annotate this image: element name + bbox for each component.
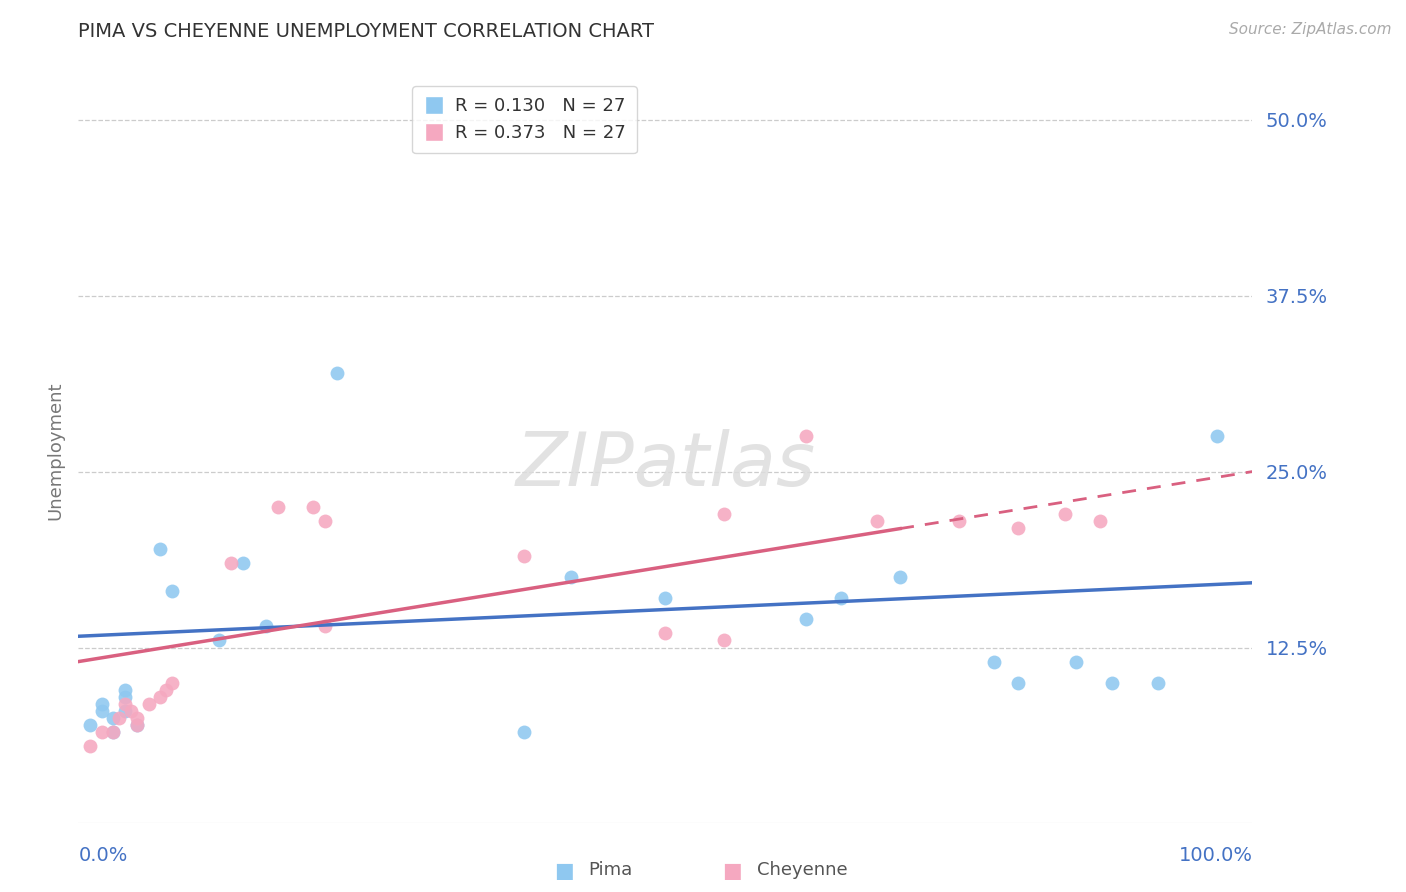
Text: Cheyenne: Cheyenne bbox=[756, 861, 848, 879]
Point bbox=[103, 711, 125, 725]
Text: 0.0%: 0.0% bbox=[79, 846, 128, 864]
Point bbox=[155, 682, 177, 697]
Text: PIMA VS CHEYENNE UNEMPLOYMENT CORRELATION CHART: PIMA VS CHEYENNE UNEMPLOYMENT CORRELATIO… bbox=[79, 22, 654, 41]
Point bbox=[1053, 507, 1076, 521]
Point bbox=[1064, 655, 1087, 669]
Point bbox=[983, 655, 1005, 669]
Point bbox=[208, 633, 231, 648]
Point bbox=[713, 633, 735, 648]
Point bbox=[794, 429, 817, 443]
Point bbox=[114, 697, 136, 711]
Point bbox=[314, 619, 336, 633]
Point bbox=[103, 725, 125, 739]
Text: ■: ■ bbox=[723, 861, 749, 881]
Point bbox=[90, 704, 112, 718]
Point bbox=[948, 514, 970, 528]
Point bbox=[325, 366, 347, 380]
Text: 100.0%: 100.0% bbox=[1178, 846, 1253, 864]
Text: Pima: Pima bbox=[588, 861, 633, 879]
Point bbox=[90, 725, 112, 739]
Text: ■: ■ bbox=[554, 861, 581, 881]
Point bbox=[1147, 675, 1170, 690]
Point bbox=[654, 626, 676, 640]
Point bbox=[1088, 514, 1111, 528]
Point bbox=[1007, 675, 1029, 690]
Point bbox=[1007, 521, 1029, 535]
Point bbox=[120, 704, 142, 718]
Point bbox=[219, 556, 242, 570]
Text: Source: ZipAtlas.com: Source: ZipAtlas.com bbox=[1229, 22, 1392, 37]
Point bbox=[125, 718, 148, 732]
Point bbox=[866, 514, 889, 528]
Point bbox=[654, 591, 676, 606]
Point bbox=[125, 711, 148, 725]
Point bbox=[1206, 429, 1229, 443]
Point bbox=[108, 711, 131, 725]
Point bbox=[79, 718, 101, 732]
Point bbox=[149, 690, 172, 704]
Legend: R = 0.130   N = 27, R = 0.373   N = 27: R = 0.130 N = 27, R = 0.373 N = 27 bbox=[412, 87, 637, 153]
Point bbox=[302, 500, 325, 514]
Point bbox=[254, 619, 277, 633]
Point bbox=[513, 725, 536, 739]
Point bbox=[889, 570, 911, 584]
Point bbox=[138, 697, 160, 711]
Point bbox=[114, 690, 136, 704]
Y-axis label: Unemployment: Unemployment bbox=[46, 381, 65, 520]
Point bbox=[114, 682, 136, 697]
Point bbox=[125, 718, 148, 732]
Point bbox=[314, 514, 336, 528]
Point bbox=[713, 507, 735, 521]
Point bbox=[149, 541, 172, 556]
Point bbox=[267, 500, 290, 514]
Point bbox=[114, 704, 136, 718]
Point bbox=[794, 612, 817, 626]
Point bbox=[830, 591, 852, 606]
Point bbox=[1101, 675, 1123, 690]
Point bbox=[232, 556, 254, 570]
Text: ZIPatlas: ZIPatlas bbox=[515, 429, 815, 501]
Point bbox=[103, 725, 125, 739]
Point bbox=[79, 739, 101, 753]
Point bbox=[560, 570, 582, 584]
Point bbox=[160, 675, 183, 690]
Point bbox=[90, 697, 112, 711]
Point bbox=[160, 584, 183, 599]
Point bbox=[513, 549, 536, 563]
